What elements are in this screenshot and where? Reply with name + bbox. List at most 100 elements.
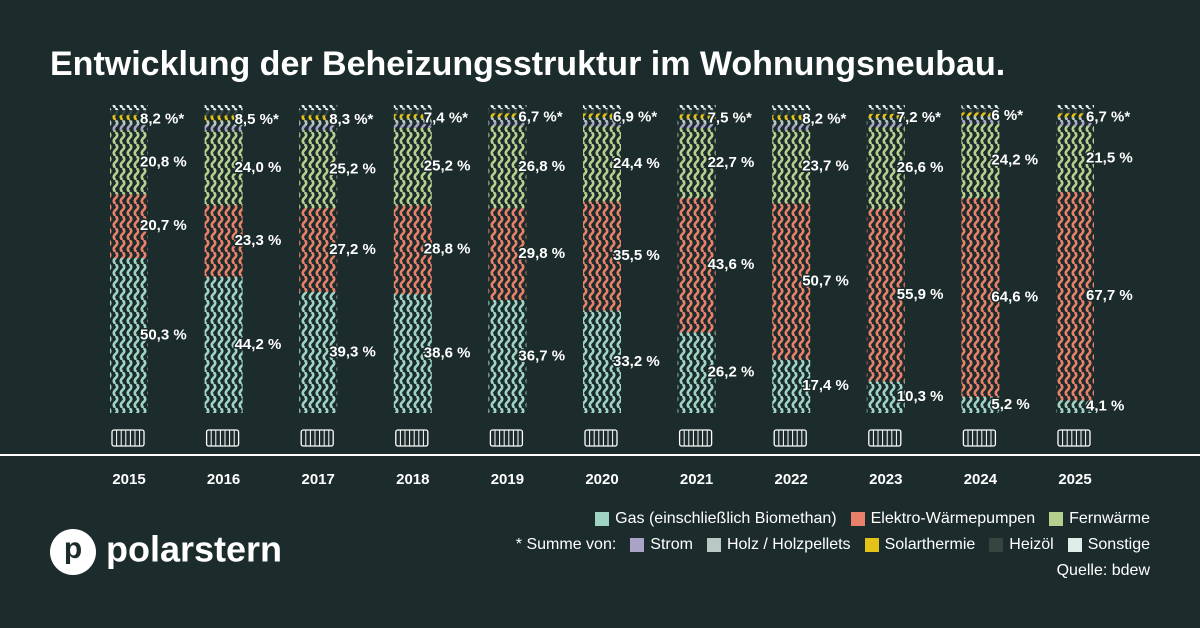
value-label: 29,8 % <box>518 245 565 262</box>
bar-segment <box>583 310 621 413</box>
value-label: 39,3 % <box>329 343 376 360</box>
sum-stripe <box>677 118 716 124</box>
sum-stripe <box>204 110 243 116</box>
bar-segment <box>393 294 432 413</box>
legend-label: Sonstige <box>1087 536 1150 553</box>
sum-stripe <box>961 116 1000 120</box>
sum-stripe <box>393 109 432 115</box>
bar-segment <box>961 198 1000 397</box>
bar-segment <box>677 128 716 199</box>
value-label: 20,7 % <box>140 217 187 234</box>
bar-segment <box>204 131 243 206</box>
value-label: 25,2 % <box>424 158 471 175</box>
sum-stripe <box>583 105 621 110</box>
legend-label: Heizöl <box>1009 536 1054 553</box>
value-label: 36,7 % <box>518 347 565 364</box>
value-label: 24,4 % <box>613 155 660 172</box>
sum-stripe <box>866 105 905 110</box>
sum-stripe <box>1056 117 1094 122</box>
x-tick-label: 2019 <box>491 471 524 488</box>
value-label: 50,7 % <box>802 272 849 289</box>
sum-stripe <box>488 117 527 122</box>
sum-stripe <box>488 113 527 118</box>
legend-label: Strom <box>650 536 693 553</box>
x-tick-label: 2016 <box>207 471 240 488</box>
sum-stripe <box>866 109 905 114</box>
sum-stripe <box>299 115 338 121</box>
value-label: 44,2 % <box>235 336 282 353</box>
x-tick-label: 2025 <box>1058 471 1091 488</box>
legend-row: Gas (einschließlich Biomethan) Elektro-Wä… <box>587 510 1150 528</box>
value-label: 50,3 % <box>140 327 187 344</box>
sum-stripe <box>772 105 811 111</box>
legend-swatch <box>1049 512 1064 526</box>
value-label: 38,6 % <box>424 345 471 362</box>
x-tick-label: 2022 <box>775 471 808 488</box>
chart-title: Entwicklung der Beheizungsstruktur im Wo… <box>50 45 1005 83</box>
radiator-icon <box>962 429 997 447</box>
bar-segment <box>299 291 338 413</box>
value-label: 23,7 % <box>802 158 849 175</box>
bar-segment <box>866 127 905 210</box>
x-tick-label: 2024 <box>964 471 998 488</box>
legend-row: * Summe von: Strom Holz / Holzpellets Solar… <box>516 536 1150 554</box>
bar-segment <box>677 198 716 333</box>
source: Quelle: bdew <box>1057 562 1150 580</box>
value-label: 24,2 % <box>991 152 1038 169</box>
legend-label: Holz / Holzpellets <box>726 536 851 553</box>
sum-stripe <box>488 121 527 126</box>
sum-stripe <box>393 105 432 110</box>
value-label: 6,7 %* <box>1086 108 1130 125</box>
sum-stripe <box>1056 113 1094 118</box>
value-label: 20,8 % <box>140 153 187 170</box>
sum-stripe <box>583 117 621 123</box>
bar-segment <box>488 208 527 300</box>
radiator-icon <box>868 429 902 447</box>
sum-stripe <box>961 108 1000 113</box>
legend-swatch <box>630 538 645 552</box>
brand: polarstern <box>106 529 282 570</box>
bar-segment <box>393 205 432 295</box>
radiator-icon <box>584 429 618 447</box>
sum-stripe <box>1056 105 1094 110</box>
value-label: 33,2 % <box>613 353 660 370</box>
sum-stripe <box>961 112 1000 117</box>
value-label: 64,6 % <box>991 288 1038 305</box>
value-label: 8,5 %* <box>235 111 279 128</box>
sum-stripe <box>677 123 716 129</box>
legend-group-label: * Summe von: <box>515 536 617 553</box>
radiator-icon <box>773 429 807 447</box>
radiator-icon <box>1057 429 1091 447</box>
legend-label: Solarthermie <box>884 536 976 553</box>
value-label: 27,2 % <box>329 241 376 258</box>
sum-stripe <box>393 118 432 124</box>
radiator-icon <box>111 429 145 447</box>
value-label: 7,4 %* <box>424 109 468 126</box>
radiator-icon <box>678 429 713 447</box>
bar-segment <box>772 130 811 204</box>
bar-segment <box>772 203 811 360</box>
value-label: 17,4 % <box>802 377 849 394</box>
logo-letter: p <box>64 532 82 565</box>
bar-segment <box>866 209 905 382</box>
sum-stripe <box>110 115 148 121</box>
bar-segment <box>204 205 243 277</box>
value-label: 10,3 % <box>897 388 944 405</box>
value-label: 6 %* <box>991 107 1023 124</box>
bar-segment <box>299 208 338 292</box>
bar-segment <box>110 258 148 413</box>
bar-segment <box>1056 125 1094 192</box>
radiator-icon <box>489 429 524 447</box>
sum-stripe <box>488 105 527 110</box>
sum-stripe <box>772 115 811 121</box>
radiator-icon <box>395 429 429 447</box>
value-label: 55,9 % <box>897 286 944 303</box>
x-tick-label: 2018 <box>396 471 429 488</box>
source-text: Quelle: bdew <box>1056 562 1150 579</box>
sum-stripe <box>299 125 338 131</box>
bar-segment <box>393 127 432 206</box>
radiator-icon <box>205 429 240 447</box>
x-tick-label: 2020 <box>585 471 618 488</box>
value-label: 25,2 % <box>329 160 376 177</box>
